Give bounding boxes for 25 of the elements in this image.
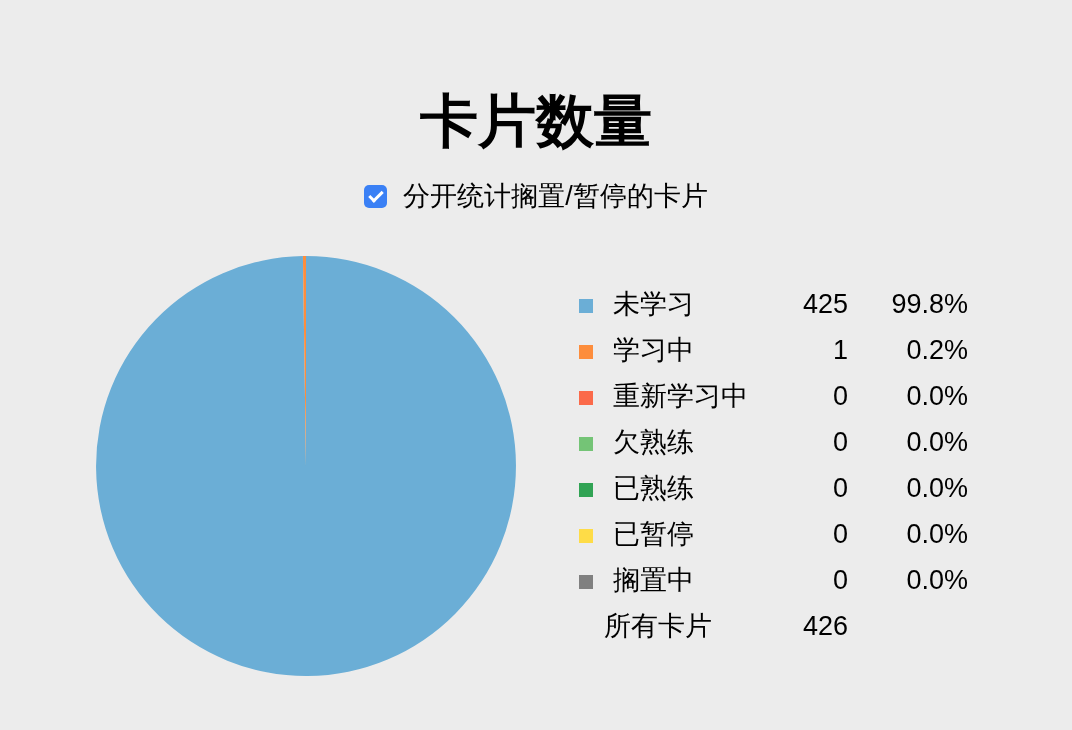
text: 0.2% bbox=[906, 335, 968, 366]
chart-title: 卡片数量 bbox=[419, 87, 653, 155]
text: 0.0% bbox=[906, 565, 968, 596]
text: 99.8% bbox=[891, 289, 968, 320]
text: 0 bbox=[832, 565, 848, 596]
text: 0 bbox=[832, 427, 848, 458]
legend-label: 搁置中 bbox=[613, 565, 694, 596]
text: 426 bbox=[802, 611, 848, 642]
data-label: 425 bbox=[802, 289, 848, 320]
legend-label: 重新学习中 bbox=[613, 381, 748, 412]
legend-label: 欠熟练 bbox=[613, 427, 694, 458]
text: 0 bbox=[832, 381, 848, 412]
legend-label: 已熟练 bbox=[613, 473, 694, 504]
text: 0.0% bbox=[906, 519, 968, 550]
chart-subtitle: 分开统计搁置/暂停的卡片 bbox=[403, 180, 708, 213]
legend-label: 学习中 bbox=[613, 335, 694, 366]
text: 0 bbox=[832, 473, 848, 504]
text: 所有卡片 bbox=[604, 611, 712, 642]
text: 0.0% bbox=[906, 381, 968, 412]
text: 0 bbox=[832, 519, 848, 550]
text: 0.0% bbox=[906, 473, 968, 504]
data-label: 1 bbox=[832, 335, 848, 366]
legend-label: 已暂停 bbox=[613, 519, 694, 550]
text: 0.0% bbox=[906, 427, 968, 458]
legend-label: 未学习 bbox=[613, 289, 694, 320]
